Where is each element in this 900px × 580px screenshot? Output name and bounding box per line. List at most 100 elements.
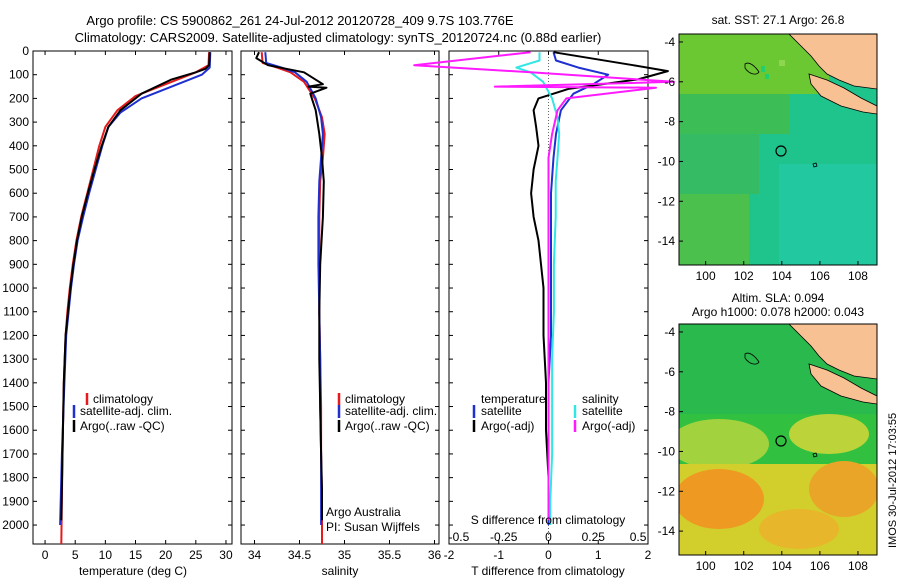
temperature-xlabel: temperature (deg C) bbox=[79, 564, 187, 578]
sla-map-lon-labels: 100 102 104 106 108 bbox=[696, 551, 868, 573]
lat-tick-label: -6 bbox=[664, 365, 675, 379]
lat-tick-label: -12 bbox=[658, 484, 676, 498]
legend-label-argo: Argo(..raw -QC) bbox=[80, 419, 165, 433]
y-tick-label: 400 bbox=[9, 139, 29, 153]
x-tick-label: 35 bbox=[338, 548, 352, 562]
legend-label-satellite-adj: satellite-adj. clim. bbox=[345, 404, 437, 418]
series-line-temperature-argo-adj- bbox=[530, 51, 669, 521]
legend-label-argo: Argo(..raw -QC) bbox=[345, 419, 430, 433]
y-tick-label: 1000 bbox=[2, 281, 29, 295]
legend-label-climatology: climatology bbox=[345, 392, 405, 406]
island-outline bbox=[744, 352, 760, 365]
sla-high-patch bbox=[679, 419, 769, 469]
sla-map-lat-labels: -4 -6 -8 -10 -12 -14 bbox=[658, 325, 683, 538]
lat-tick-label: -6 bbox=[664, 75, 675, 89]
salinity-panel: 34 34.5 35 35.5 36 salinity climatology sate… bbox=[240, 50, 441, 578]
y-tick-label: 300 bbox=[9, 115, 29, 129]
sst-map-title: sat. SST: 27.1 Argo: 26.8 bbox=[712, 13, 845, 27]
header-title-line2: Climatology: CARS2009. Satellite-adjuste… bbox=[75, 30, 602, 45]
lat-tick-label: -8 bbox=[664, 115, 675, 129]
sla-max-patch bbox=[809, 461, 877, 517]
s-tick-label: 0.25 bbox=[582, 530, 606, 544]
sst-pixel bbox=[761, 66, 765, 72]
header-title-line1: Argo profile: CS 5900862_261 24-Jul-2012… bbox=[86, 13, 514, 28]
sla-map-frame bbox=[678, 323, 878, 556]
y-tick-label: 200 bbox=[9, 91, 29, 105]
legend-label-t-satellite: satellite bbox=[481, 404, 522, 418]
y-tick-label: 900 bbox=[9, 257, 29, 271]
t-difference-xlabel: T difference from climatology bbox=[471, 564, 625, 578]
y-tick-label: 800 bbox=[9, 234, 29, 248]
annotation-line1: Argo Australia bbox=[326, 505, 401, 519]
legend-label-s-argo: Argo(-adj) bbox=[582, 419, 635, 433]
s-difference-xlabel: S difference from climatology bbox=[471, 513, 626, 527]
x-tick-label: 1 bbox=[595, 548, 602, 562]
y-tick-label: 100 bbox=[9, 68, 29, 82]
sst-mid-patch-2 bbox=[679, 134, 759, 194]
lon-tick-label: 104 bbox=[772, 269, 792, 283]
difference-panel: -2 -1 0 1 2 -0.5 -0.25 0 0.25 0.5 S difference f… bbox=[413, 50, 675, 578]
x-tick-label: 0 bbox=[545, 548, 552, 562]
sst-map-lon-labels: 100 102 104 106 108 bbox=[696, 261, 868, 283]
temperature-axes-frame bbox=[32, 50, 233, 545]
y-tick-label: 1800 bbox=[2, 471, 29, 485]
temperature-tick-labels: 0 5 10 15 20 25 30 bbox=[42, 51, 233, 562]
lon-tick-label: 108 bbox=[848, 559, 868, 573]
christmas-island bbox=[812, 452, 818, 458]
legend-label-satellite-adj: satellite-adj. clim. bbox=[80, 404, 172, 418]
sst-cool-patch bbox=[779, 164, 877, 265]
sla-max-patch bbox=[679, 469, 764, 529]
y-tick-label: 1700 bbox=[2, 447, 29, 461]
x-tick-label: 35.5 bbox=[378, 548, 402, 562]
sst-map-frame bbox=[678, 33, 878, 266]
x-tick-label: 34.5 bbox=[288, 548, 312, 562]
x-tick-label: 10 bbox=[99, 548, 113, 562]
java-coastline bbox=[808, 73, 877, 115]
y-tick-label: 0 bbox=[22, 44, 29, 58]
sst-pixel bbox=[765, 74, 769, 79]
sla-max-patch bbox=[759, 509, 839, 549]
s-tick-label: -0.5 bbox=[449, 530, 470, 544]
legend-title-salinity: salinity bbox=[582, 392, 619, 406]
sla-map-panel: Altim. SLA: 0.094 Argo h1000: 0.078 h200… bbox=[658, 291, 878, 573]
lon-tick-label: 100 bbox=[696, 559, 716, 573]
lon-tick-label: 106 bbox=[810, 559, 830, 573]
x-tick-label: 34 bbox=[248, 548, 262, 562]
temperature-legend: climatology satellite-adj. clim. Argo(..… bbox=[72, 392, 172, 433]
y-tick-label: 600 bbox=[9, 186, 29, 200]
x-tick-label: -1 bbox=[493, 548, 504, 562]
series-line-argo-raw-qc- bbox=[60, 52, 211, 521]
salinity-axes-frame bbox=[240, 50, 440, 545]
lat-tick-label: -10 bbox=[658, 444, 676, 458]
lon-tick-label: 100 bbox=[696, 269, 716, 283]
x-tick-label: 20 bbox=[159, 548, 173, 562]
annotation-line2: PI: Susan Wijffels bbox=[326, 520, 420, 534]
java-coastline bbox=[808, 363, 877, 405]
lon-tick-label: 104 bbox=[772, 559, 792, 573]
temperature-series bbox=[59, 52, 212, 545]
difference-legend: temperature satellite Argo(-adj) salinit… bbox=[472, 392, 635, 433]
legend-title-temperature: temperature bbox=[481, 392, 546, 406]
lon-tick-label: 108 bbox=[848, 269, 868, 283]
sla-map-title-2: Argo h1000: 0.078 h2000: 0.043 bbox=[692, 305, 864, 319]
legend-label-climatology: climatology bbox=[93, 392, 153, 406]
y-tick-label: 1200 bbox=[2, 328, 29, 342]
lat-tick-label: -10 bbox=[658, 154, 676, 168]
sst-map-lat-labels: -4 -6 -8 -10 -12 -14 bbox=[658, 35, 683, 248]
difference-series bbox=[413, 50, 675, 544]
lat-tick-label: -12 bbox=[658, 194, 676, 208]
sst-mid-patch-3 bbox=[679, 194, 749, 265]
x-tick-label: 30 bbox=[219, 548, 233, 562]
salinity-xlabel: salinity bbox=[322, 564, 359, 578]
y-tick-label: 500 bbox=[9, 163, 29, 177]
lat-tick-label: -4 bbox=[664, 35, 675, 49]
x-tick-label: 5 bbox=[72, 548, 79, 562]
sst-map-panel: sat. SST: 27.1 Argo: 26.8 100 102 104 106 10… bbox=[658, 13, 878, 283]
y-tick-label: 1100 bbox=[3, 305, 29, 319]
sst-pixel bbox=[779, 60, 785, 66]
legend-label-t-argo: Argo(-adj) bbox=[481, 419, 534, 433]
depth-tick-labels: 0 100 200 300 400 500 600 700 800 900 1000 1100 1200… bbox=[2, 44, 232, 532]
lat-tick-label: -4 bbox=[664, 325, 675, 339]
y-tick-label: 1300 bbox=[2, 352, 29, 366]
